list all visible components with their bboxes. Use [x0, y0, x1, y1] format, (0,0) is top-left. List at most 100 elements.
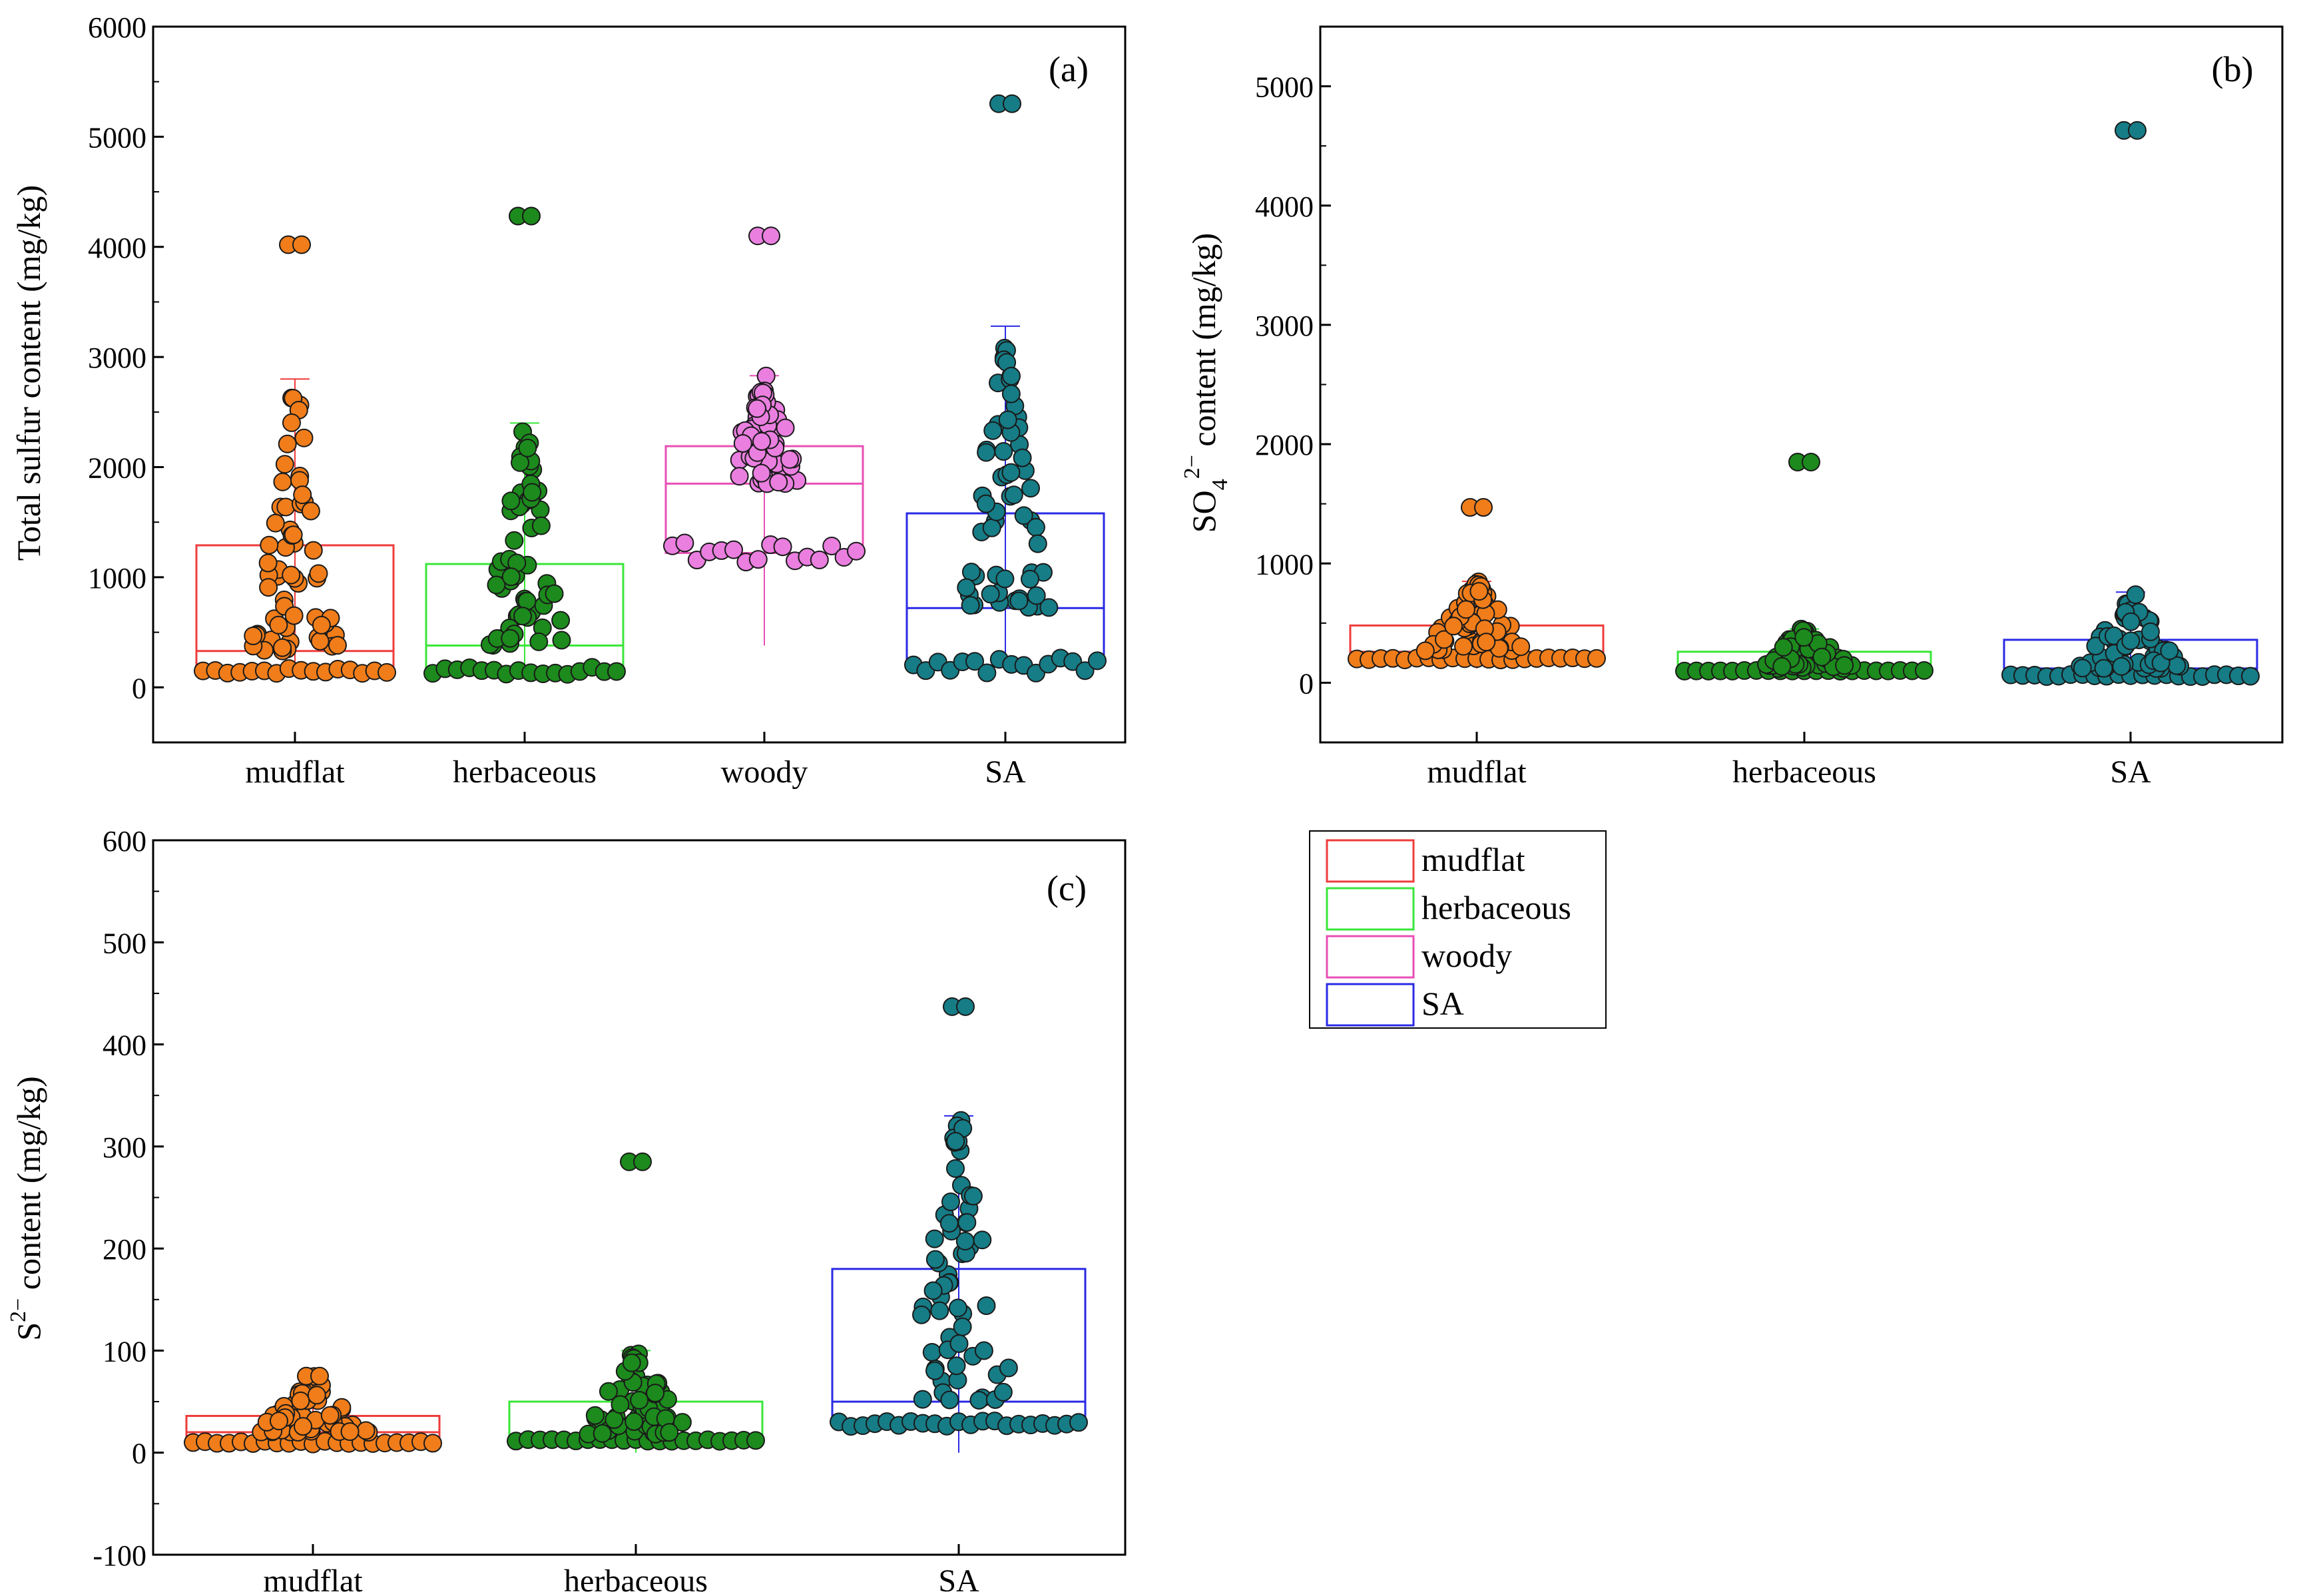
panel-b-point-mudflat	[1435, 630, 1454, 649]
panel-c-xlabels: mudflat herbaceous SA	[263, 1563, 979, 1596]
panel-a-point-herbaceous	[552, 631, 571, 650]
panel-c: S2− content (mg/kg) (c) -100 0 100 200 300 40…	[6, 825, 1127, 1596]
panel-b-point-SA	[2128, 121, 2147, 140]
panel-c-point-SA	[912, 1305, 931, 1324]
panel-a-point-SA	[994, 441, 1013, 461]
panel-a-point-woody	[810, 550, 829, 569]
panel-c-ytick-label: 200	[103, 1233, 146, 1266]
panel-b-point-mudflat	[1415, 641, 1435, 661]
panel-a-point-woody	[730, 467, 749, 486]
panel-a-point-mudflat	[266, 513, 285, 533]
panel-a-point-mudflat	[294, 428, 314, 447]
panel-c-point-mudflat	[269, 1412, 288, 1431]
panel-a-point-mudflat	[273, 638, 292, 657]
panel-b-point-SA	[2073, 659, 2092, 678]
panel-c-point-SA	[925, 1361, 945, 1380]
legend-swatch-herbaceous	[1326, 887, 1415, 931]
panel-a-ytick-label: 3000	[88, 342, 146, 374]
panel-b-point-mudflat	[1454, 637, 1473, 656]
panel-c-point-herbaceous	[622, 1353, 641, 1372]
panel-a-point-SA	[982, 518, 1001, 537]
panel-b-point-mudflat	[1477, 633, 1496, 652]
panel-b-point-mudflat	[1587, 649, 1606, 668]
panel-b-point-mudflat	[1456, 600, 1475, 619]
panel-c-point-mudflat	[307, 1386, 326, 1405]
panel-c-point-mudflat	[310, 1366, 329, 1386]
panel-a-point-mudflat	[304, 541, 323, 560]
panel-c-point-herbaceous	[646, 1384, 665, 1403]
panel-a-point-woody	[780, 450, 800, 469]
panel-b-label: (b)	[2212, 49, 2254, 89]
panel-a-point-SA	[1021, 479, 1040, 498]
panel-a-point-SA	[981, 585, 1000, 604]
panel-b-point-SA	[2086, 637, 2105, 656]
panel-a-point-herbaceous	[501, 491, 521, 511]
panel-a-point-SA	[957, 578, 976, 597]
panel-c-point-SA	[922, 1342, 941, 1362]
panel-a-ytick-label: 6000	[88, 11, 146, 44]
panel-b-xtick-sa: SA	[2110, 754, 2151, 790]
panel-a-point-woody	[776, 418, 795, 437]
panel-a-point-herbaceous	[487, 575, 506, 595]
panel-b-point-mudflat	[1444, 617, 1463, 636]
panel-a-point-herbaceous	[551, 611, 571, 630]
panel-a-point-herbaceous	[523, 483, 542, 502]
panel-a-point-herbaceous	[531, 516, 551, 535]
panel-a-point-mudflat	[260, 535, 279, 555]
panel-c-point-SA	[1069, 1413, 1088, 1432]
panel-c-point-herbaceous	[633, 1152, 652, 1171]
panel-a-ytick-label: 4000	[88, 232, 146, 264]
panel-c-point-mudflat	[291, 1391, 310, 1410]
panel-b-ytick-label: 4000	[1255, 190, 1314, 223]
panel-b-point-herbaceous	[1812, 647, 1832, 666]
panel-a-point-herbaceous	[607, 662, 626, 681]
panel-b-point-herbaceous	[1835, 656, 1854, 675]
panel-b-point-SA	[2241, 666, 2260, 686]
panel-c-point-SA	[930, 1301, 949, 1320]
panel-a-point-herbaceous	[511, 453, 530, 472]
panel-c-ytick-label: 600	[103, 825, 146, 858]
panel-a-point-mudflat	[282, 565, 301, 585]
panel-a-point-herbaceous	[518, 438, 537, 457]
panel-a-point-woody	[748, 399, 767, 418]
panel-c-point-SA	[939, 1214, 959, 1233]
panel-c-ytick-label: 100	[103, 1335, 146, 1368]
panel-a-point-woody	[769, 473, 788, 492]
panel-a-point-herbaceous	[501, 567, 521, 587]
panel-a-point-woody	[733, 433, 752, 453]
panel-a-point-SA	[998, 410, 1017, 429]
panel-a-ylabel: Total sulfur content (mg/kg)	[10, 185, 47, 561]
panel-a-point-SA	[1004, 485, 1023, 505]
panel-a-point-mudflat	[258, 553, 278, 573]
panel-a-point-mudflat	[284, 525, 303, 545]
panel-a-point-mudflat	[292, 235, 311, 254]
panel-a-point-woody	[773, 537, 792, 557]
panel-b-point-herbaceous	[1774, 638, 1793, 657]
panel-c-marks	[184, 997, 1088, 1454]
panel-a-point-SA	[1001, 384, 1021, 403]
legend-swatch-mudflat	[1326, 839, 1415, 883]
panel-b-point-herbaceous	[1772, 657, 1792, 676]
panel-a-point-woody	[762, 226, 780, 246]
panel-a-point-mudflat	[328, 636, 347, 655]
panel-a-point-mudflat	[282, 413, 301, 432]
panel-a-point-herbaceous	[522, 206, 541, 226]
panel-a-point-SA	[1001, 366, 1021, 386]
panel-b-point-SA	[2121, 631, 2141, 651]
panel-a-xtick-woody: woody	[721, 754, 808, 790]
panel-c-label: (c)	[1047, 868, 1087, 908]
panel-c-point-SA	[940, 1390, 959, 1410]
panel-a-point-SA	[1039, 598, 1059, 617]
panel-a-point-herbaceous	[501, 629, 520, 648]
panel-a-point-woody	[675, 533, 694, 553]
panel-a-ticks: 0 1000 2000 3000 4000 5000 6000	[88, 11, 1007, 742]
panel-c-point-SA	[947, 1356, 966, 1376]
panel-a-point-SA	[1014, 506, 1033, 525]
panel-a-point-mudflat	[284, 606, 304, 625]
panel-b-point-SA	[2141, 622, 2160, 641]
panel-c-ytick-label: -100	[93, 1539, 146, 1572]
panel-a-point-SA	[977, 443, 996, 462]
panel-a-point-herbaceous	[513, 607, 533, 626]
legend-label-woody: woody	[1421, 937, 1512, 974]
panel-c-point-herbaceous	[593, 1424, 612, 1443]
